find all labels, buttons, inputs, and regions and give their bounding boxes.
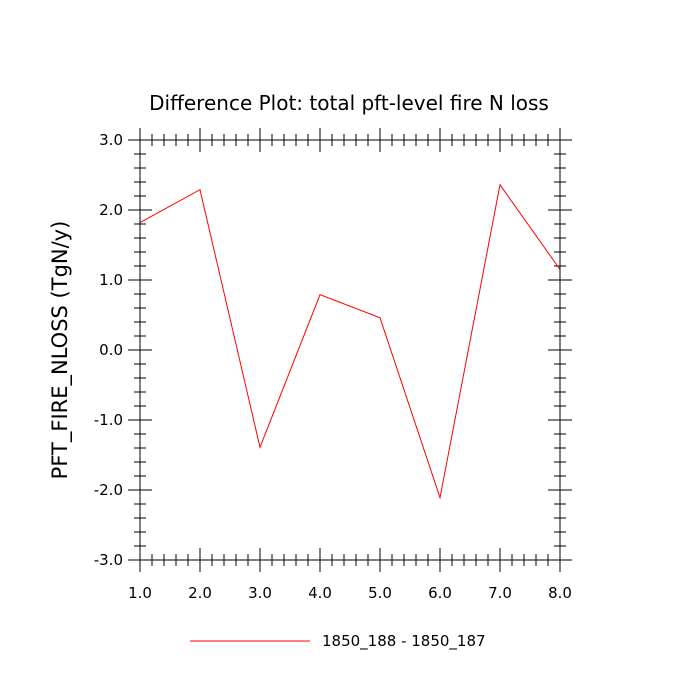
x-tick-label: 8.0 — [548, 584, 572, 602]
plot-frame — [139, 139, 561, 561]
x-tick-label: 3.0 — [248, 584, 272, 602]
y-tick-label: 0.0 — [99, 341, 123, 359]
y-tick-label: 3.0 — [99, 131, 123, 149]
x-tick-label: 5.0 — [368, 584, 392, 602]
x-tick-label: 2.0 — [188, 584, 212, 602]
y-tick-label: 2.0 — [99, 201, 123, 219]
axis-ticks — [128, 128, 572, 572]
x-tick-label: 6.0 — [428, 584, 452, 602]
series-layer — [139, 183, 561, 500]
x-tick-label: 1.0 — [128, 584, 152, 602]
y-tick-label: -1.0 — [94, 411, 123, 429]
y-axis-label: PFT_FIRE_NLOSS (TgN/y) — [48, 221, 73, 480]
y-tick-label: -3.0 — [94, 551, 123, 569]
series-line-0 — [139, 183, 561, 500]
tick-labels: 1.0 2.0 3.0 4.0 5.0 6.0 7.0 8.0 -3.0 -2.0 -1.0 0.0 1… — [94, 131, 572, 602]
y-tick-label: 1.0 — [99, 271, 123, 289]
legend-label: 1850_188 - 1850_187 — [322, 632, 486, 651]
x-tick-label: 7.0 — [488, 584, 512, 602]
y-tick-label: -2.0 — [94, 481, 123, 499]
chart-title: Difference Plot: total pft-level fire N … — [149, 91, 549, 115]
legend: 1850_188 - 1850_187 — [190, 632, 486, 651]
x-tick-label: 4.0 — [308, 584, 332, 602]
